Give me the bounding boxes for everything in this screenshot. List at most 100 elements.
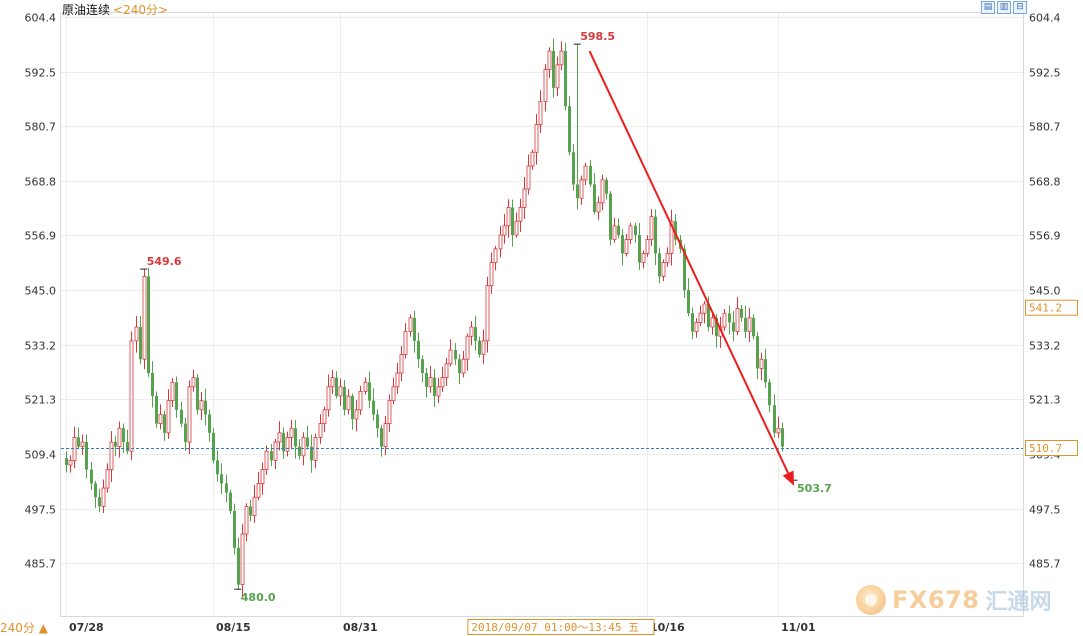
candle-body	[596, 202, 601, 213]
overlays: 510.7 541.2 549.6 480.0 598.5 503.7	[61, 30, 1078, 604]
y-tick-label-right: 497.5	[1029, 504, 1061, 517]
x-tick-label: 11/01	[781, 621, 816, 634]
brand-logo-icon	[856, 585, 886, 615]
candle-body	[77, 437, 80, 447]
candle-body	[101, 487, 106, 507]
y-tick-label-left: 568.8	[25, 176, 57, 189]
candle-body	[514, 220, 519, 236]
candle-body	[638, 235, 641, 263]
candle-body	[547, 50, 552, 70]
candle-body	[358, 391, 363, 411]
zoom-icon[interactable]: ⊟	[1013, 1, 1027, 14]
y-tick-label-left: 485.7	[25, 558, 57, 571]
y-tick-label-right: 485.7	[1029, 558, 1061, 571]
candle-body	[351, 396, 354, 420]
candle-body	[421, 359, 424, 374]
chart-type-icon[interactable]: ▤	[981, 1, 995, 14]
candle-body	[376, 414, 379, 429]
candle-body	[658, 253, 661, 277]
candle-body	[98, 497, 101, 507]
candle-body	[220, 474, 223, 484]
candle-body	[526, 165, 531, 190]
candle-body	[502, 225, 507, 236]
y-tick-label-right: 556.9	[1029, 230, 1061, 243]
hover-price-tag: 541.2	[1029, 302, 1062, 315]
y-tick-label-right: 533.2	[1029, 340, 1061, 353]
candle-body	[624, 239, 629, 254]
candle-body	[158, 414, 163, 425]
y-tick-label-right: 604.4	[1029, 12, 1061, 25]
candle-body	[440, 377, 445, 388]
candle-body	[413, 317, 416, 341]
candle-body	[363, 381, 368, 392]
candle-body	[534, 124, 539, 153]
candle-body	[335, 377, 338, 397]
plot-border	[60, 12, 1024, 617]
candle-body	[225, 483, 228, 493]
candle-body	[433, 377, 436, 397]
candle-body	[387, 400, 392, 425]
candle-body	[583, 165, 588, 181]
current-price-tag: 510.7	[1029, 442, 1062, 455]
candle-body	[90, 469, 93, 484]
candle-body	[65, 458, 68, 466]
candle-body	[485, 285, 490, 342]
y-tick-label-right: 592.5	[1029, 67, 1061, 80]
candle-body	[634, 225, 637, 236]
candle-body	[674, 221, 677, 240]
candle-body	[568, 106, 571, 153]
candle-body	[240, 533, 245, 586]
candle-body	[109, 441, 114, 471]
candle-body	[338, 386, 343, 397]
y-tick-label-left: 592.5	[25, 67, 57, 80]
candle-body	[444, 363, 449, 379]
candle-body	[641, 253, 646, 264]
watermark: FX678 汇通网	[856, 582, 1052, 618]
candle-body	[759, 358, 764, 369]
candle-body	[326, 386, 331, 411]
candle-body	[773, 405, 776, 433]
candle-body	[80, 441, 85, 448]
current-price-tag-box	[1025, 440, 1078, 457]
candle-body	[649, 216, 654, 241]
candle-body	[229, 492, 232, 512]
y-tick-label-right: 580.7	[1029, 121, 1061, 134]
candle-body	[436, 386, 441, 397]
candle-body	[589, 166, 592, 185]
candle-body	[572, 152, 575, 185]
candle-body	[408, 317, 413, 333]
y-tick-label-left: 545.0	[25, 285, 57, 298]
candle-body	[175, 382, 178, 410]
candle-body	[368, 382, 371, 401]
candle-body	[776, 427, 781, 434]
chevron-up-icon: ▲	[38, 621, 48, 635]
candle-body	[196, 377, 199, 410]
candle-body	[600, 179, 605, 204]
candle-body	[122, 428, 125, 443]
candle-body	[665, 253, 670, 264]
watermark-brand: FX678	[892, 586, 980, 614]
candle-body	[702, 303, 707, 314]
candle-body	[518, 207, 523, 222]
candle-body	[249, 506, 252, 516]
candle-body	[163, 414, 166, 433]
candle-body	[454, 350, 457, 360]
extreme-label: 598.5	[580, 30, 615, 43]
period-selector[interactable]: 240分 ▲	[0, 619, 48, 636]
candle-body	[493, 248, 498, 264]
candle-body	[522, 188, 527, 208]
candle-body	[256, 483, 261, 498]
indicator-icon[interactable]: ▥	[997, 1, 1011, 14]
candle-body	[669, 220, 674, 254]
candle-body	[85, 442, 88, 470]
candle-body	[781, 428, 784, 447]
candle-body	[559, 50, 564, 66]
candle-body	[683, 248, 686, 291]
candle-body	[187, 386, 192, 443]
candle-body	[756, 336, 759, 369]
candle-body	[715, 317, 718, 337]
candle-body	[461, 358, 466, 374]
candle-body	[428, 377, 433, 388]
candle-body	[552, 51, 555, 88]
